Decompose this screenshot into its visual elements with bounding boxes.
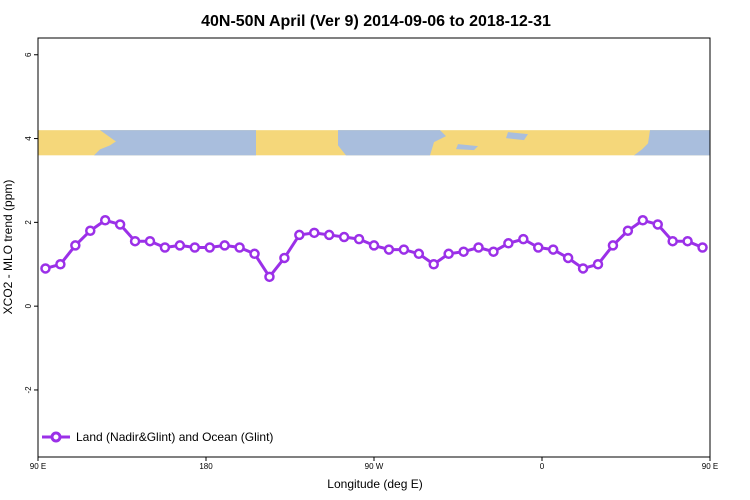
- data-point: [189, 242, 201, 253]
- legend-label: Land (Nadir&Glint) and Ocean (Glint): [76, 430, 273, 444]
- x-axis: 90 E 180 90 W 0 90 E: [30, 457, 718, 471]
- data-point: [428, 259, 439, 270]
- data-point: [309, 227, 320, 239]
- y-axis: -2 0 2 4 6: [24, 52, 38, 394]
- data-point: [234, 242, 245, 253]
- data-point: [294, 229, 305, 241]
- y-tick-label: 0: [24, 303, 33, 308]
- data-point: [219, 240, 230, 251]
- map-black-sea: [456, 144, 478, 151]
- data-point: [473, 242, 484, 253]
- legend-marker: [50, 431, 62, 443]
- y-tick-label: 6: [24, 52, 33, 57]
- data-point: [70, 240, 81, 251]
- x-tick-label: 90 E: [30, 462, 46, 471]
- data-point: [682, 235, 693, 247]
- data-point: [652, 219, 663, 230]
- data-point: [174, 240, 186, 251]
- data-point: [323, 229, 335, 241]
- data-point: [398, 244, 410, 255]
- map-atlantic-ocean: [338, 130, 446, 156]
- map-pacific-ocean: [94, 130, 256, 156]
- data-point: [488, 246, 499, 257]
- data-point: [503, 238, 514, 249]
- data-point: [55, 259, 66, 270]
- data-point: [204, 242, 215, 253]
- data-point: [338, 231, 350, 243]
- data-point: [637, 215, 649, 226]
- data-point: [547, 244, 559, 255]
- data-point: [443, 248, 454, 260]
- x-tick-label: 90 E: [702, 462, 718, 471]
- data-point: [279, 252, 290, 264]
- data-point: [144, 235, 156, 247]
- y-tick-label: -2: [24, 386, 33, 394]
- data-point: [533, 242, 544, 253]
- y-tick-label: 4: [24, 136, 33, 141]
- data-point: [667, 235, 678, 247]
- map-pacific-ocean-east: [634, 130, 710, 156]
- data-point: [129, 235, 141, 247]
- data-point: [114, 219, 126, 230]
- data-point: [368, 240, 380, 251]
- y-tick-label: 2: [24, 220, 33, 225]
- chart-title: 40N-50N April (Ver 9) 2014-09-06 to 2018…: [201, 13, 551, 30]
- series-layer: [40, 215, 708, 283]
- data-point: [249, 248, 260, 260]
- data-point: [159, 242, 171, 253]
- data-point: [697, 242, 708, 253]
- data-point: [592, 259, 604, 270]
- data-point: [413, 248, 425, 260]
- data-point: [622, 225, 634, 236]
- x-tick-label: 0: [540, 462, 545, 471]
- x-tick-label: 90 W: [365, 462, 384, 471]
- data-point: [99, 215, 111, 226]
- x-tick-label: 180: [199, 462, 213, 471]
- y-axis-label: XCO2 - MLO trend (ppm): [1, 180, 15, 315]
- x-axis-label: Longitude (deg E): [327, 477, 422, 491]
- data-point: [607, 240, 619, 251]
- world-map-strip: [38, 130, 710, 156]
- map-caspian-sea: [506, 132, 528, 141]
- data-point: [264, 271, 275, 283]
- legend: Land (Nadir&Glint) and Ocean (Glint): [42, 430, 273, 444]
- data-point: [85, 225, 96, 236]
- data-point: [577, 263, 589, 274]
- data-point: [383, 244, 395, 255]
- data-point: [40, 263, 51, 274]
- data-point: [562, 252, 574, 264]
- data-point: [353, 233, 365, 245]
- data-point: [458, 246, 469, 257]
- data-point: [518, 233, 529, 245]
